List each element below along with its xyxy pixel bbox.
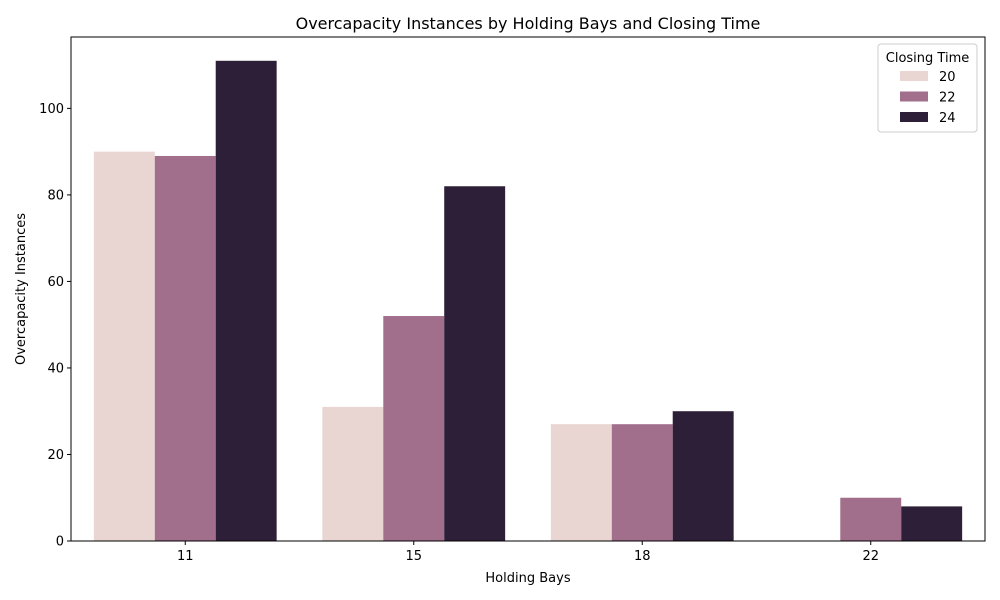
x-tick-label: 22 [862,549,879,564]
bar-11-20 [93,151,155,541]
bar-18-20 [550,424,612,541]
legend-label-20: 20 [939,70,956,85]
legend-box [877,43,978,133]
legend-swatch-24 [900,112,928,122]
x-tick-label: 11 [177,549,194,564]
bar-15-20 [322,406,384,541]
bar-15-24 [444,186,506,541]
y-axis-label: Overcapacity Instances [14,213,29,365]
y-tick-label: 0 [56,535,64,550]
legend-swatch-22 [900,91,928,102]
bar-22-24 [901,506,963,541]
x-axis-label: Holding Bays [485,571,570,586]
y-tick-label: 100 [39,102,64,117]
legend-title: Closing Time [886,51,969,66]
y-tick-label: 40 [47,361,64,376]
legend-swatch-20 [900,71,928,81]
y-tick-label: 20 [47,448,64,463]
bar-18-24 [672,411,734,541]
y-tick-label: 60 [47,275,64,290]
x-tick-label: 18 [634,549,651,564]
legend-label-22: 22 [939,91,956,106]
chart-title: Overcapacity Instances by Holding Bays a… [296,14,761,33]
bar-22-22 [840,497,902,541]
plot-frame [70,36,986,542]
bar-11-22 [154,155,216,541]
x-tick-label: 15 [405,549,422,564]
plot-area: 11 15 18 22 0 20 40 60 80 100 [39,36,986,564]
bar-11-24 [215,60,277,541]
bar-15-22 [383,316,445,541]
legend: Closing Time 20 22 24 [877,43,978,133]
bar-18-22 [611,424,673,541]
legend-label-24: 24 [939,111,956,126]
y-tick-label: 80 [47,188,64,203]
